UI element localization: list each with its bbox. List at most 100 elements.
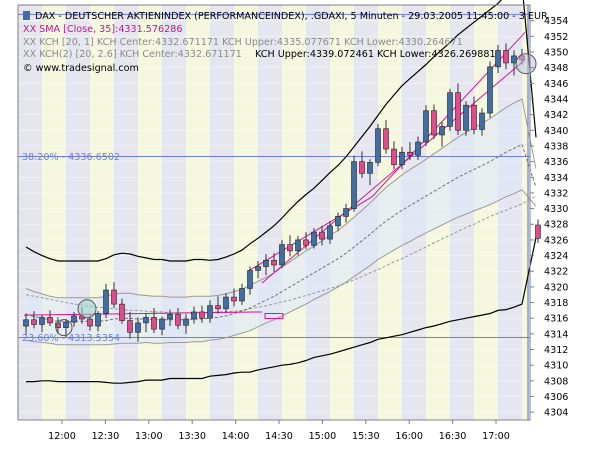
candle-body <box>271 259 277 266</box>
session-stripe <box>42 5 66 420</box>
candle-body <box>327 225 333 240</box>
candle <box>239 283 245 305</box>
session-stripes <box>18 5 530 420</box>
x-tick-label: 16:00 <box>395 431 423 442</box>
y-tick-label: 4308 <box>544 376 568 387</box>
candle-body <box>439 126 445 136</box>
candle <box>391 141 397 170</box>
y-tick-label: 4346 <box>544 79 568 90</box>
candle-body <box>535 224 541 239</box>
y-tick-label: 4332 <box>544 188 568 199</box>
candle-body <box>495 50 501 68</box>
candle <box>143 313 149 333</box>
candle <box>319 225 325 246</box>
x-tick-label: 12:00 <box>48 431 76 442</box>
candle-body <box>215 305 221 310</box>
candle <box>95 311 101 332</box>
session-stripe <box>258 5 282 420</box>
candle <box>103 283 109 319</box>
candle-body <box>31 319 37 325</box>
candle-body <box>255 266 261 271</box>
fibonacci-labels: 38.20% - 4336.6502 23.60% - 4313.5354 <box>22 152 120 344</box>
session-stripe <box>522 5 530 420</box>
candle-body <box>471 104 477 130</box>
candle <box>343 203 349 223</box>
y-tick-label: 4320 <box>544 282 568 293</box>
candle-body <box>279 244 285 266</box>
x-tick-label: 15:30 <box>352 431 380 442</box>
trend-line <box>23 311 263 316</box>
x-tick-label: 14:30 <box>265 431 293 442</box>
session-stripe <box>138 5 162 420</box>
candle <box>231 288 237 307</box>
pattern-circle <box>515 53 537 75</box>
candle <box>39 315 45 333</box>
candle-body <box>143 317 149 324</box>
candle <box>279 239 285 269</box>
y-tick-label: 4314 <box>544 329 568 340</box>
candle <box>207 300 213 323</box>
candle-body <box>303 239 309 246</box>
candle-body <box>287 244 293 252</box>
candle-body <box>111 289 117 305</box>
candle <box>151 308 157 334</box>
session-stripe <box>66 5 90 420</box>
candle <box>455 83 461 135</box>
x-tick-label: 17:00 <box>482 431 510 442</box>
y-tick-label: 4348 <box>544 63 568 74</box>
candle <box>351 155 357 212</box>
candle <box>191 306 197 324</box>
candle-body <box>447 92 453 127</box>
candle <box>359 151 365 179</box>
session-stripe <box>210 5 234 420</box>
session-stripe <box>90 5 114 420</box>
candle-body <box>191 311 197 320</box>
candle <box>71 311 77 327</box>
candle <box>535 219 541 244</box>
candle-body <box>199 311 205 319</box>
candle <box>271 253 277 273</box>
candle-body <box>47 317 53 324</box>
x-tick-label: 15:00 <box>309 431 337 442</box>
candle <box>183 314 189 334</box>
series-line-1 <box>25 143 537 322</box>
x-tick-label: 13:00 <box>135 431 163 442</box>
candle <box>327 221 333 244</box>
candle <box>23 313 29 335</box>
candle-body <box>503 50 509 64</box>
candle-body <box>407 151 413 156</box>
candle-body <box>423 110 429 143</box>
pattern-markers <box>55 53 537 337</box>
candle-body <box>159 318 165 330</box>
fibonacci-lines <box>18 5 530 420</box>
candle <box>199 305 205 323</box>
candle-body <box>319 231 325 240</box>
fib-label: 38.20% - 4336.6502 <box>22 152 120 163</box>
y-tick-label: 4306 <box>544 392 568 403</box>
candle <box>367 159 373 186</box>
candle <box>503 43 509 70</box>
candle <box>471 96 477 135</box>
candle-body <box>231 296 237 302</box>
session-stripe <box>498 5 522 420</box>
candle-body <box>463 104 469 131</box>
series-line-5 <box>26 237 537 384</box>
candlesticks <box>23 43 541 342</box>
candle <box>159 316 165 336</box>
trend-line <box>247 196 373 272</box>
pattern-circle <box>77 299 97 319</box>
y-tick-label: 4304 <box>544 408 568 419</box>
watermark: © www.tradesignal.com <box>23 63 139 74</box>
y-tick-label: 4352 <box>544 32 568 43</box>
candle <box>311 228 317 249</box>
y-tick-label: 4326 <box>544 235 568 246</box>
candle-body <box>431 110 437 136</box>
candle-body <box>263 259 269 267</box>
y-tick-label: 4312 <box>544 345 568 356</box>
y-tick-label: 4330 <box>544 204 568 215</box>
candle-body <box>247 270 253 289</box>
candle <box>287 235 293 257</box>
candle-body <box>367 162 373 174</box>
y-tick-label: 4328 <box>544 220 568 231</box>
candle-body <box>351 161 357 209</box>
